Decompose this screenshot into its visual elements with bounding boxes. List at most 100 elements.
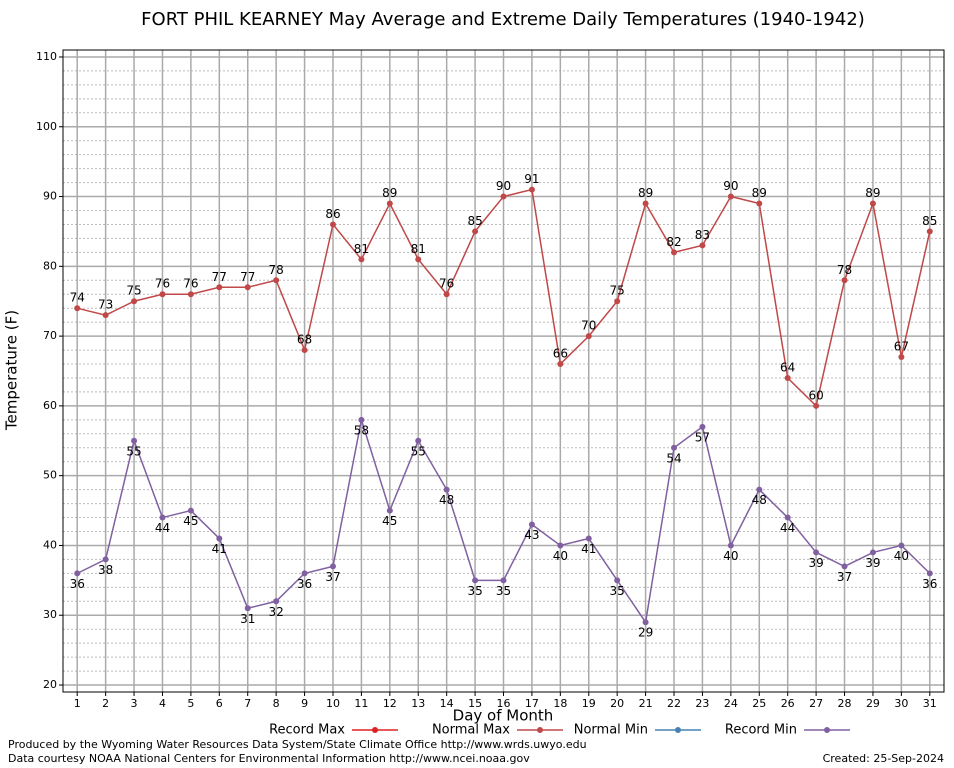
data-point	[329, 221, 336, 228]
x-tick-label: 19	[582, 697, 596, 710]
data-label: 74	[70, 291, 85, 305]
x-tick-label: 13	[411, 697, 425, 710]
footer-text: Created: 25-Sep-2024	[823, 752, 944, 765]
y-tick-label: 90	[43, 190, 57, 203]
data-label: 90	[496, 179, 511, 193]
legend-marker	[372, 727, 378, 733]
data-label: 54	[666, 451, 681, 465]
data-label: 44	[780, 521, 795, 535]
data-label: 38	[98, 563, 113, 577]
data-label: 67	[894, 340, 909, 354]
y-tick-label: 20	[43, 678, 57, 691]
y-tick-label: 60	[43, 399, 57, 412]
x-tick-label: 21	[639, 697, 653, 710]
x-tick-label: 9	[301, 697, 308, 710]
data-label: 75	[610, 284, 625, 298]
data-point	[500, 577, 507, 584]
x-tick-label: 25	[752, 697, 766, 710]
x-tick-label: 8	[273, 697, 280, 710]
data-point	[557, 361, 564, 368]
data-label: 76	[439, 277, 454, 291]
data-point	[216, 284, 223, 291]
data-point	[841, 563, 848, 570]
x-tick-label: 28	[838, 697, 852, 710]
data-point	[244, 284, 251, 291]
data-label: 70	[581, 319, 596, 333]
data-label: 81	[354, 242, 369, 256]
data-point	[671, 249, 678, 256]
data-point	[585, 333, 592, 340]
data-label: 58	[354, 423, 369, 437]
data-point	[699, 242, 706, 249]
data-label: 89	[638, 186, 653, 200]
data-label: 31	[240, 612, 255, 626]
data-point	[585, 535, 592, 542]
data-point	[671, 444, 678, 451]
data-point	[500, 193, 507, 200]
x-tick-label: 30	[894, 697, 908, 710]
data-point	[472, 228, 479, 235]
data-point	[756, 200, 763, 207]
data-point	[273, 598, 280, 605]
x-tick-label: 10	[326, 697, 340, 710]
x-tick-label: 17	[525, 697, 539, 710]
data-label: 75	[126, 284, 141, 298]
data-label: 45	[183, 514, 198, 528]
y-tick-label: 100	[36, 120, 57, 133]
data-label: 89	[382, 186, 397, 200]
data-label: 37	[325, 570, 340, 584]
data-point	[528, 186, 535, 193]
data-point	[642, 200, 649, 207]
legend-marker	[824, 727, 830, 733]
data-point	[443, 291, 450, 298]
data-point	[557, 542, 564, 549]
data-label: 29	[638, 626, 653, 640]
data-label: 60	[808, 388, 823, 402]
legend-label: Record Min	[725, 723, 797, 738]
x-tick-label: 23	[695, 697, 709, 710]
data-point	[841, 277, 848, 284]
data-point	[216, 535, 223, 542]
x-tick-label: 7	[244, 697, 251, 710]
y-tick-label: 80	[43, 259, 57, 272]
data-label: 41	[581, 542, 596, 556]
data-label: 64	[780, 360, 795, 374]
data-point	[869, 549, 876, 556]
data-point	[301, 570, 308, 577]
data-label: 90	[723, 179, 738, 193]
data-point	[358, 416, 365, 423]
data-label: 76	[183, 277, 198, 291]
data-label: 35	[467, 584, 482, 598]
data-point	[898, 542, 905, 549]
x-tick-label: 18	[553, 697, 567, 710]
x-tick-label: 14	[440, 697, 454, 710]
data-point	[74, 305, 81, 312]
data-label: 37	[837, 570, 852, 584]
y-tick-label: 40	[43, 538, 57, 551]
x-tick-label: 16	[497, 697, 511, 710]
x-axis-label: Day of Month	[453, 707, 554, 725]
y-tick-label: 110	[36, 50, 57, 63]
data-label: 39	[808, 556, 823, 570]
data-label: 73	[98, 298, 113, 312]
data-label: 41	[212, 542, 227, 556]
data-label: 36	[70, 577, 85, 591]
x-tick-label: 4	[159, 697, 166, 710]
legend-label: Record Max	[269, 723, 345, 738]
y-axis-label: Temperature (F)	[3, 310, 21, 431]
data-point	[926, 570, 933, 577]
data-point	[102, 556, 109, 563]
data-label: 36	[922, 577, 937, 591]
data-point	[301, 347, 308, 354]
data-label: 35	[610, 584, 625, 598]
x-tick-label: 12	[383, 697, 397, 710]
x-tick-label: 26	[781, 697, 795, 710]
data-point	[102, 312, 109, 319]
data-label: 89	[865, 186, 880, 200]
data-point	[784, 514, 791, 521]
data-point	[528, 521, 535, 528]
x-tick-label: 5	[187, 697, 194, 710]
data-point	[614, 577, 621, 584]
data-point	[159, 514, 166, 521]
data-label: 44	[155, 521, 170, 535]
